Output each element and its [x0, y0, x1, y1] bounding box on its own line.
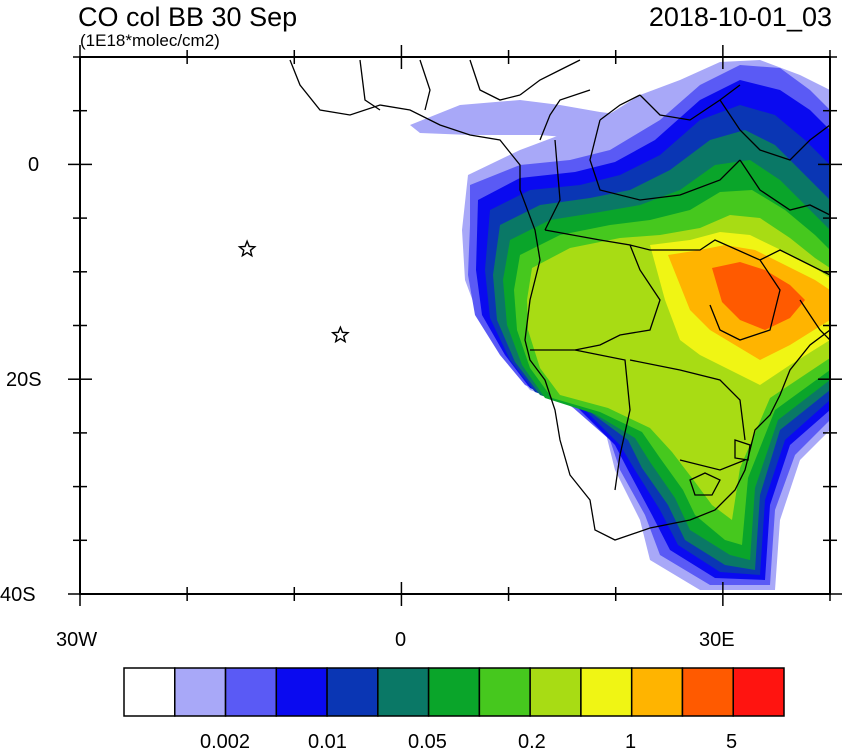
y-axis-label: 0	[28, 154, 39, 176]
border-path	[799, 299, 830, 341]
border-path	[689, 472, 721, 496]
border-path	[739, 159, 830, 216]
border-path	[679, 459, 746, 471]
colorbar-swatch	[529, 667, 582, 717]
colorbar-label: 0.01	[308, 731, 347, 750]
colorbar-label: 5	[726, 731, 737, 750]
y-axis-label: 20S	[6, 369, 42, 391]
border-path	[544, 139, 561, 231]
co-contour-lightblue-west	[410, 100, 680, 140]
markers-layer	[237, 239, 350, 344]
colorbar-swatch	[681, 667, 734, 717]
x-axis-label: 0	[395, 629, 406, 651]
x-axis-label: 30W	[56, 629, 97, 651]
colorbar-swatch	[478, 667, 531, 717]
colorbar-label: 0.2	[518, 731, 546, 750]
border-path	[539, 89, 591, 141]
border-path	[629, 239, 781, 341]
colorbar-swatch	[630, 667, 684, 717]
colorbar-swatch	[580, 667, 633, 717]
x-axis-label: 30E	[699, 629, 735, 651]
colorbar-label: 0.05	[408, 731, 447, 750]
colorbar-swatch	[224, 667, 278, 717]
border-path	[359, 59, 381, 111]
border-path	[574, 349, 631, 491]
colorbar-label: 0.002	[200, 731, 250, 750]
coastline-path	[289, 59, 830, 541]
colorbar-label: 1	[625, 731, 636, 750]
datetime-label: 2018-10-01_03	[648, 2, 832, 32]
border-path	[589, 119, 741, 201]
co-contour-redorange	[712, 262, 805, 330]
colorbar-swatch	[377, 667, 430, 717]
country-borders	[289, 59, 830, 541]
colorbar	[123, 667, 785, 717]
co-field	[410, 60, 830, 590]
axis-ticks	[68, 45, 842, 606]
border-path	[629, 359, 746, 441]
colorbar-swatch	[275, 667, 328, 717]
border-path	[419, 59, 431, 111]
colorbar-swatch	[732, 667, 785, 717]
colorbar-labels: 0.002 0.01 0.05 0.2 1 5	[200, 731, 737, 750]
border-path	[469, 59, 521, 101]
border-path	[734, 439, 751, 461]
border-path	[530, 229, 661, 351]
border-path	[599, 94, 641, 121]
colorbar-swatch	[123, 667, 176, 717]
map-title: CO col BB 30 Sep	[78, 2, 298, 32]
star-marker	[237, 239, 257, 258]
colorbar-swatch	[326, 667, 379, 717]
colorbar-swatch	[427, 667, 481, 717]
border-path	[519, 59, 581, 96]
units-label: (1E18*molec/cm2)	[80, 31, 220, 50]
colorbar-swatch	[174, 667, 227, 717]
star-marker	[330, 325, 350, 344]
border-path	[719, 99, 830, 161]
border-path	[639, 84, 741, 121]
border-path	[759, 249, 830, 276]
y-axis-label: 40S	[0, 584, 36, 606]
